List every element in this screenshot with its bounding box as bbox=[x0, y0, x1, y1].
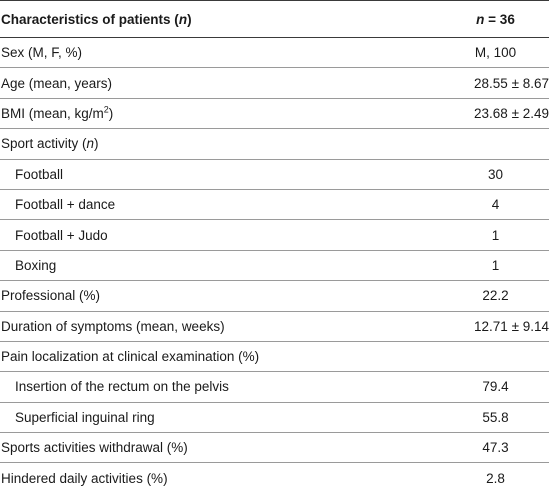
row-value-insertion-rectum: 79.4 bbox=[404, 371, 549, 403]
row-label-hindered-daily: Hindered daily activities (%) bbox=[1, 470, 168, 486]
header-characteristics-text: Characteristics of patients ( bbox=[1, 11, 179, 27]
sport-label-post: ) bbox=[94, 136, 99, 152]
row-value-sex: M, 100 bbox=[404, 37, 549, 69]
table-row: Sex (M, F, %) M, 100 bbox=[0, 37, 549, 69]
table-row: Football + Judo 1 bbox=[0, 219, 549, 251]
header-n-italic: n bbox=[178, 11, 188, 27]
table-row: Age (mean, years) 28.55 ± 8.67 bbox=[0, 67, 549, 99]
table-row: Hindered daily activities (%) 2.8 bbox=[0, 463, 549, 493]
bmi-label-post: ) bbox=[108, 105, 114, 121]
row-value-sports-withdrawal: 47.3 bbox=[404, 432, 549, 464]
sport-label-italic: n bbox=[86, 136, 95, 152]
table-row: Sport activity (n) bbox=[0, 128, 549, 160]
row-value-sport-activity bbox=[404, 128, 549, 160]
table-row: Football 30 bbox=[0, 159, 549, 190]
header-count-n: n bbox=[476, 11, 485, 27]
row-value-bmi: 23.68 ± 2.49 bbox=[404, 98, 549, 130]
row-value-professional: 22.2 bbox=[404, 280, 549, 312]
table-row: BMI (mean, kg/m2) 23.68 ± 2.49 bbox=[0, 98, 549, 130]
row-label-insertion-rectum: Insertion of the rectum on the pelvis bbox=[0, 371, 404, 403]
bmi-label-sup: 2 bbox=[103, 104, 109, 115]
table-row: Insertion of the rectum on the pelvis 79… bbox=[0, 371, 549, 403]
table-row: Sports activities withdrawal (%) 47.3 bbox=[0, 432, 549, 464]
row-value-inguinal-ring: 55.8 bbox=[404, 402, 549, 434]
table-row: Duration of symptoms (mean, weeks) 12.71… bbox=[0, 311, 549, 342]
table-row: Professional (%) 22.2 bbox=[0, 280, 549, 312]
row-value-football: 30 bbox=[404, 159, 549, 190]
row-label-football-dance: Football + dance bbox=[0, 189, 404, 221]
header-count: n = 36 bbox=[404, 0, 549, 38]
row-value-duration: 12.71 ± 9.14 bbox=[404, 311, 549, 342]
row-label-age: Age (mean, years) bbox=[0, 67, 404, 99]
table-row: Boxing 1 bbox=[0, 250, 549, 282]
table-row: Superficial inguinal ring 55.8 bbox=[0, 402, 549, 434]
row-value-hindered-daily: 2.8 bbox=[486, 470, 505, 486]
table-header-row: Characteristics of patients (n) n = 36 bbox=[0, 0, 549, 38]
row-label-pain-localization: Pain localization at clinical examinatio… bbox=[0, 341, 404, 373]
row-value-football-dance: 4 bbox=[404, 189, 549, 221]
row-label-sports-withdrawal: Sports activities withdrawal (%) bbox=[0, 432, 404, 464]
table-row: Football + dance 4 bbox=[0, 189, 549, 221]
row-label-football-judo: Football + Judo bbox=[0, 219, 404, 251]
row-label-inguinal-ring: Superficial inguinal ring bbox=[0, 402, 404, 434]
row-value-pain-localization bbox=[404, 341, 549, 373]
row-label-sex: Sex (M, F, %) bbox=[0, 37, 404, 69]
header-count-value: = 36 bbox=[484, 11, 515, 27]
table-row: Pain localization at clinical examinatio… bbox=[0, 341, 549, 373]
header-characteristics: Characteristics of patients (n) bbox=[0, 0, 404, 38]
row-value-age: 28.55 ± 8.67 bbox=[404, 67, 549, 99]
row-label-professional: Professional (%) bbox=[0, 280, 404, 312]
row-value-boxing: 1 bbox=[404, 250, 549, 282]
bmi-label-pre: BMI (mean, kg/m bbox=[1, 105, 104, 121]
row-label-sport-activity: Sport activity (n) bbox=[0, 128, 404, 160]
row-label-bmi: BMI (mean, kg/m2) bbox=[0, 98, 404, 130]
sport-label-pre: Sport activity ( bbox=[1, 136, 87, 152]
row-label-boxing: Boxing bbox=[0, 250, 404, 282]
row-label-football: Football bbox=[0, 159, 404, 190]
header-characteristics-close: ) bbox=[187, 11, 192, 27]
row-value-football-judo: 1 bbox=[404, 219, 549, 251]
row-label-duration: Duration of symptoms (mean, weeks) bbox=[0, 311, 404, 342]
